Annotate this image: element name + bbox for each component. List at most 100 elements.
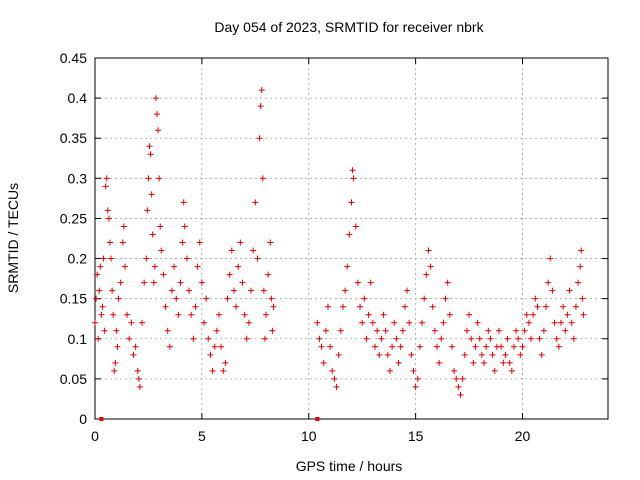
- data-point: [483, 343, 490, 350]
- data-point: [324, 303, 331, 310]
- data-point: [145, 175, 152, 182]
- data-point: [378, 335, 385, 342]
- data-point: [579, 295, 586, 302]
- data-point: [113, 327, 120, 334]
- data-point: [391, 319, 398, 326]
- data-point: [339, 303, 346, 310]
- baseline-marker: [99, 417, 104, 421]
- data-point: [478, 351, 485, 358]
- data-point: [135, 375, 142, 382]
- data-point: [158, 247, 165, 254]
- data-point: [361, 295, 368, 302]
- data-point: [380, 311, 387, 318]
- data-point: [108, 255, 115, 262]
- data-point: [560, 303, 567, 310]
- data-point: [540, 327, 547, 334]
- data-point: [215, 311, 222, 318]
- data-point: [414, 375, 421, 382]
- data-point: [237, 239, 244, 246]
- data-point: [384, 351, 391, 358]
- data-point: [406, 319, 413, 326]
- data-point: [421, 295, 428, 302]
- data-point: [333, 383, 340, 390]
- data-point: [397, 343, 404, 350]
- data-point: [476, 335, 483, 342]
- data-point: [153, 111, 160, 118]
- data-point: [175, 311, 182, 318]
- data-point: [498, 343, 505, 350]
- data-point: [359, 319, 366, 326]
- data-point: [429, 303, 436, 310]
- data-point: [463, 327, 470, 334]
- data-point: [111, 367, 118, 374]
- data-point: [114, 343, 121, 350]
- data-point: [335, 351, 342, 358]
- data-point: [508, 367, 515, 374]
- data-point: [130, 351, 137, 358]
- data-point: [568, 319, 575, 326]
- data-point: [551, 319, 558, 326]
- data-point: [173, 295, 180, 302]
- data-point: [228, 247, 235, 254]
- data-point: [166, 343, 173, 350]
- data-point: [553, 335, 560, 342]
- data-point: [386, 367, 393, 374]
- data-point: [444, 279, 451, 286]
- data-point: [530, 311, 537, 318]
- data-point: [181, 223, 188, 230]
- data-point: [495, 327, 502, 334]
- data-point: [327, 343, 334, 350]
- x-tick-label: 0: [91, 428, 99, 444]
- data-point: [177, 279, 184, 286]
- y-tick-label: 0: [79, 411, 87, 427]
- x-tick-label: 15: [408, 428, 424, 444]
- data-point: [570, 335, 577, 342]
- data-point: [150, 279, 157, 286]
- data-point: [365, 311, 372, 318]
- data-point: [136, 383, 143, 390]
- data-point: [314, 319, 321, 326]
- data-point: [344, 263, 351, 270]
- data-point: [427, 263, 434, 270]
- data-point: [139, 319, 146, 326]
- data-point: [575, 279, 582, 286]
- data-point: [376, 351, 383, 358]
- data-point: [506, 359, 513, 366]
- data-point: [103, 175, 110, 182]
- data-point: [180, 199, 187, 206]
- data-point: [580, 311, 587, 318]
- data-point: [239, 279, 246, 286]
- data-point: [268, 295, 275, 302]
- y-axis: 0 0.05 0.1 0.15 0.2 0.25 0.3 0.35 0.4 0.45: [60, 50, 608, 427]
- data-point: [263, 311, 269, 318]
- data-point: [329, 367, 336, 374]
- data-point: [393, 335, 400, 342]
- data-point: [235, 263, 242, 270]
- data-point: [401, 303, 408, 310]
- data-point: [562, 327, 569, 334]
- data-point: [419, 319, 426, 326]
- data-point: [543, 303, 550, 310]
- data-point: [578, 247, 585, 254]
- data-point: [525, 319, 532, 326]
- data-point: [457, 391, 464, 398]
- data-point: [474, 319, 481, 326]
- data-point: [423, 271, 430, 278]
- chart-title: Day 054 of 2023, SRMTID for receiver nbr…: [214, 19, 484, 35]
- y-tick-label: 0.45: [60, 50, 87, 66]
- data-point: [99, 303, 106, 310]
- data-point: [352, 223, 359, 230]
- data-point: [416, 343, 423, 350]
- data-point: [245, 319, 252, 326]
- data-point: [241, 311, 248, 318]
- data-point: [222, 359, 229, 366]
- data-point: [367, 279, 374, 286]
- data-point: [171, 263, 178, 270]
- data-point: [183, 255, 190, 262]
- data-point: [470, 359, 477, 366]
- data-point: [121, 263, 128, 270]
- data-point: [337, 327, 344, 334]
- data-point: [357, 303, 364, 310]
- data-point: [258, 87, 265, 94]
